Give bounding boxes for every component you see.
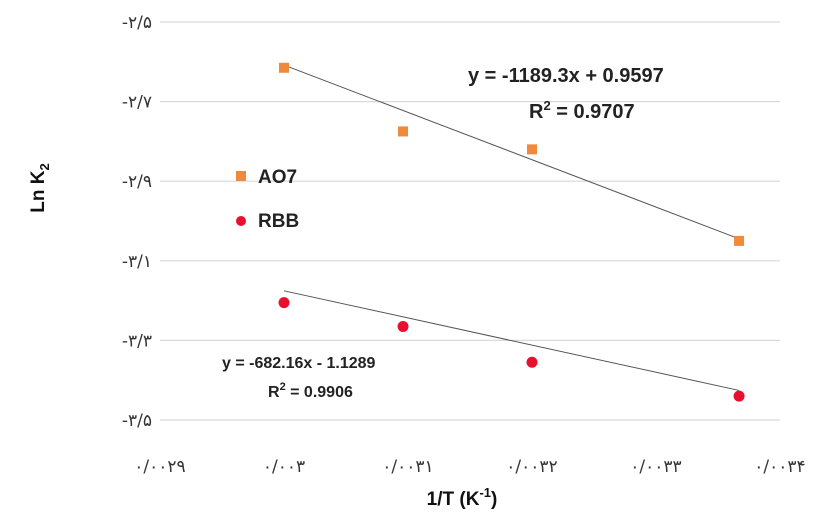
y-tick-label: -۳/۱ [122, 252, 152, 272]
x-axis-title: 1/T (K-1) [427, 485, 498, 510]
y-tick-label: -۳/۵ [122, 411, 152, 431]
ao7-equation-annotation: y = -1189.3x + 0.9597 R2 = 0.9707 [468, 65, 664, 123]
ao7-point [279, 62, 289, 73]
y-tick-label: -۲/۹ [122, 172, 152, 192]
y-tick-label: -۳/۳ [122, 331, 152, 351]
x-tick-label: ۰/۰۰۳۱ [382, 457, 433, 477]
rbb-point [733, 390, 745, 402]
tick-labels: -۲/۵ -۲/۷ -۲/۹ -۳/۱ -۳/۳ -۳/۵ ۰/۰۰۲۹ ۰/۰۰۳ ۰/۰۰۳… [122, 13, 806, 477]
legend-ao7-label: AO7 [258, 167, 297, 188]
rbb-r-squared: R2 = 0.9906 [268, 381, 353, 401]
legend-rbb-marker [236, 216, 246, 226]
legend: AO7 RBB [236, 167, 299, 232]
ao7-equation: y = -1189.3x + 0.9597 [468, 65, 664, 87]
data-points [278, 62, 745, 402]
legend-rbb-label: RBB [258, 211, 299, 232]
rbb-point [278, 297, 290, 309]
y-tick-label: -۲/۵ [122, 13, 152, 33]
legend-ao7-marker [236, 171, 246, 181]
trendlines [283, 64, 740, 391]
ao7-point [398, 126, 409, 137]
x-tick-label: ۰/۰۰۳۲ [506, 457, 557, 477]
rbb-point [526, 356, 538, 368]
ao7-trendline [283, 64, 740, 240]
x-tick-label: ۰/۰۰۳۳ [630, 457, 681, 477]
x-tick-label: ۰/۰۰۲۹ [134, 457, 185, 477]
rbb-point [397, 320, 409, 332]
rbb-equation-annotation: y = -682.16x - 1.1289 R2 = 0.9906 [222, 355, 376, 401]
ao7-point [527, 144, 537, 155]
x-tick-label: ۰/۰۰۳۴ [754, 457, 805, 477]
gridlines [160, 21, 780, 421]
rbb-equation: y = -682.16x - 1.1289 [222, 355, 376, 372]
ao7-r-squared: R2 = 0.9707 [529, 98, 635, 123]
rbb-trendline [283, 290, 740, 391]
y-axis-title: Ln K2 [28, 163, 52, 212]
x-tick-label: ۰/۰۰۳ [263, 457, 305, 477]
y-tick-label: -۲/۷ [122, 93, 152, 113]
ao7-point [734, 235, 745, 246]
